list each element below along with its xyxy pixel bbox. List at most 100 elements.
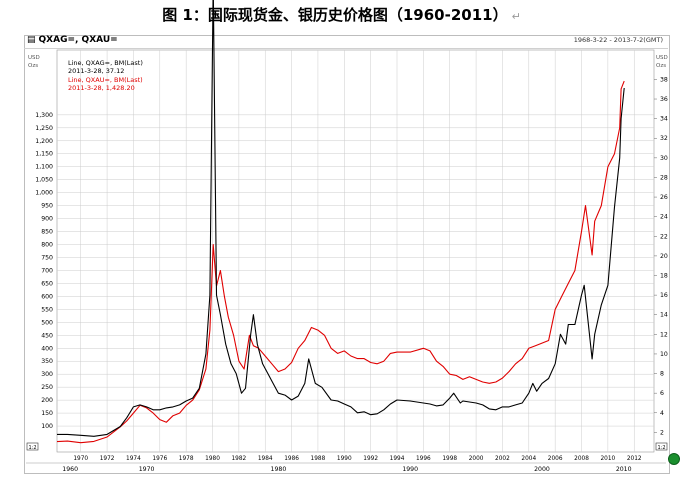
series-lines: [56, 0, 625, 444]
left-tick-label: 400: [41, 345, 53, 352]
series-line-gold: [56, 80, 625, 444]
left-tick-label: 600: [41, 293, 53, 300]
right-tick-label: 38: [660, 76, 668, 83]
right-tick-label: 14: [660, 312, 668, 319]
date-range: 1968-3-22 - 2013-7-2(GMT): [573, 36, 663, 44]
x-tick-label: 2008: [574, 456, 589, 462]
left-unit-bottom: Ozs: [28, 63, 38, 69]
x-tick-label: 1970: [73, 456, 88, 462]
right-tick-label: 16: [660, 292, 668, 299]
right-tick-label: 26: [660, 194, 668, 201]
x-tick-label: 1974: [126, 456, 141, 462]
right-tick-label: 18: [660, 273, 668, 280]
legend-gold-value: 2011-3-28, 1,428.20: [68, 84, 135, 92]
x-tick-label: 2004: [521, 456, 536, 462]
x-tick-label: 2002: [495, 456, 510, 462]
return-mark-icon: ↵: [511, 10, 521, 23]
left-tick-label: 300: [41, 371, 53, 378]
right-tick-label: 2: [660, 429, 664, 436]
left-scale-badge-text: 1:2: [28, 445, 36, 451]
x-tick-label: 1978: [179, 456, 194, 462]
left-axis: 100 150 200 250 300 350 400 450 500 550 600 650 700 7…: [26, 55, 53, 451]
left-tick-label: 1,250: [35, 125, 53, 132]
right-tick-label: 32: [660, 135, 668, 142]
left-tick-label: 800: [41, 242, 53, 249]
right-tick-label: 20: [660, 253, 668, 260]
left-tick-label: 1,300: [35, 112, 53, 119]
right-tick-label: 4: [660, 410, 664, 417]
x-tick-label: 2010: [600, 456, 615, 462]
left-tick-label: 500: [41, 319, 53, 326]
left-tick-label: 150: [41, 410, 53, 417]
left-tick-label: 950: [41, 203, 53, 210]
right-unit-bottom: Ozs: [656, 63, 666, 69]
status-dot-icon[interactable]: [668, 453, 680, 465]
series-line-silver: [57, 0, 625, 437]
right-tick-label: 30: [660, 155, 668, 162]
x-tick-label: 1996: [416, 456, 431, 462]
left-tick-label: 1,100: [35, 164, 53, 171]
legend-silver-name: Line, QXAG=, BM(Last): [68, 59, 143, 67]
decade-label: 1970: [139, 466, 155, 473]
left-scale-badge: [26, 442, 39, 451]
right-tick-label: 12: [660, 331, 668, 338]
x-tick-label: 1972: [100, 456, 115, 462]
x-tick-label: 2006: [548, 456, 563, 462]
x-tick-label: 1980: [205, 456, 220, 462]
chart-header: ▤ QXAG=, QXAU= 1968-3-22 - 2013-7-2(GMT): [24, 35, 668, 49]
right-tick-label: 8: [660, 371, 664, 378]
legend: Line, QXAG=, BM(Last) 2011-3-28, 37.12 L…: [68, 59, 143, 92]
left-tick-label: 100: [41, 423, 53, 430]
grid: [56, 49, 655, 453]
left-tick-label: 1,150: [35, 151, 53, 158]
right-scale-badge: [655, 442, 668, 451]
x-tick-label: 1998: [442, 456, 457, 462]
right-tick-label: 10: [660, 351, 668, 358]
symbols-label[interactable]: ▤ QXAG=, QXAU=: [27, 35, 118, 45]
right-tick-label: 34: [660, 116, 668, 123]
x-tick-label: 2000: [469, 456, 484, 462]
x-axis: 1970 1972 1974 1976 1978 1980 1982 1984 1986 1988…: [26, 456, 666, 473]
left-tick-label: 250: [41, 384, 53, 391]
left-tick-label: 450: [41, 332, 53, 339]
left-tick-label: 1,000: [35, 190, 53, 197]
decade-label: 1990: [402, 466, 418, 473]
right-tick-label: 36: [660, 96, 668, 103]
legend-gold-name: Line, QXAU=, BM(Last): [68, 76, 143, 84]
right-unit-top: USD: [656, 55, 668, 61]
decade-label: 2000: [534, 466, 550, 473]
decade-label: 1960: [62, 466, 78, 473]
x-tick-label: 1990: [337, 456, 352, 462]
right-scale-badge-text: 1:2: [657, 445, 665, 451]
x-tick-label: 1988: [311, 456, 326, 462]
x-tick-label: 1982: [231, 456, 246, 462]
left-tick-label: 900: [41, 216, 53, 223]
left-tick-label: 650: [41, 280, 53, 287]
x-tick-label: 1976: [152, 456, 167, 462]
left-tick-label: 750: [41, 254, 53, 261]
x-tick-label: 1986: [284, 456, 299, 462]
left-tick-label: 550: [41, 306, 53, 313]
decade-label: 1980: [271, 466, 287, 473]
left-tick-label: 200: [41, 397, 53, 404]
right-tick-label: 22: [660, 233, 668, 240]
x-tick-label: 1984: [258, 456, 273, 462]
left-tick-label: 1,050: [35, 177, 53, 184]
chart-menu-icon[interactable]: ▤: [27, 35, 36, 45]
legend-silver-value: 2011-3-28, 37.12: [68, 67, 124, 75]
page-title: 图 1：国际现货金、银历史价格图（1960-2011） ↵: [162, 6, 521, 24]
left-tick-label: 350: [41, 358, 53, 365]
chart-frame: [24, 35, 670, 474]
decade-label: 2010: [616, 466, 632, 473]
right-tick-label: 28: [660, 174, 668, 181]
x-tick-label: 1992: [363, 456, 378, 462]
left-tick-label: 700: [41, 267, 53, 274]
left-tick-label: 1,200: [35, 138, 53, 145]
left-unit-top: USD: [28, 55, 40, 61]
right-tick-label: 6: [660, 390, 664, 397]
x-tick-label: 1994: [390, 456, 405, 462]
right-axis: 2468101214161820222426283032343638USDOzs…: [654, 55, 668, 451]
right-tick-label: 24: [660, 214, 668, 221]
plot-area: [56, 49, 655, 453]
